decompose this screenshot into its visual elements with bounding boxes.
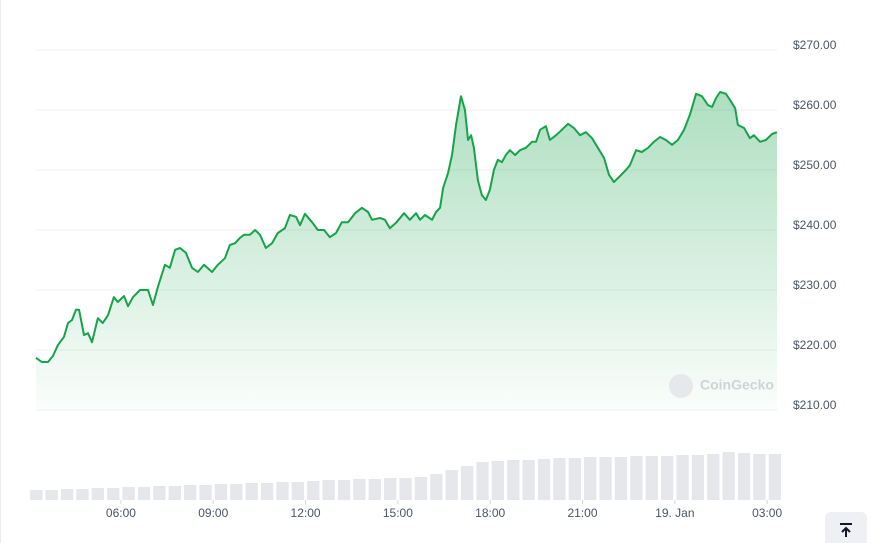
volume-bar	[184, 485, 197, 500]
volume-bar	[476, 462, 489, 500]
volume-bar	[30, 490, 43, 500]
volume-bar	[214, 484, 228, 500]
volume-bar	[107, 488, 120, 500]
volume-bar	[630, 456, 643, 500]
volume-bar	[599, 457, 612, 500]
volume-bar	[768, 454, 782, 500]
volume-bar	[399, 478, 412, 500]
volume-bar	[91, 488, 105, 500]
volume-bar	[460, 466, 474, 500]
volume-bar	[430, 474, 443, 500]
volume-bar	[553, 458, 566, 500]
volume-bar	[384, 478, 397, 500]
area-fill	[36, 92, 777, 410]
volume-bar	[584, 457, 597, 500]
price-line	[35, 91, 778, 363]
volume-bar	[245, 483, 258, 500]
y-tick-label: $250.00	[793, 158, 837, 172]
volume-bar	[414, 477, 428, 500]
x-tick-label: 03:00	[752, 506, 782, 520]
y-tick-label: $230.00	[793, 278, 837, 292]
volume-bar	[230, 484, 243, 500]
x-tick-label: 18:00	[475, 506, 505, 520]
x-tick-label: 21:00	[568, 506, 598, 520]
y-tick-label: $220.00	[793, 338, 837, 352]
volume-bar	[368, 479, 381, 500]
x-tick-label: 15:00	[383, 506, 413, 520]
volume-bar	[291, 482, 305, 500]
volume-bar	[76, 489, 89, 500]
volume-bar	[137, 487, 151, 500]
volume-bar	[60, 489, 74, 500]
volume-bar	[491, 461, 505, 500]
x-tick-label: 09:00	[198, 506, 228, 520]
x-tick-label: 19. Jan	[655, 506, 694, 520]
volume-bar	[276, 482, 289, 500]
volume-bar	[199, 485, 212, 500]
volume-bar	[537, 459, 551, 500]
volume-bar	[507, 460, 520, 500]
volume-bar	[614, 457, 628, 500]
volume-bar	[353, 479, 366, 500]
x-tick-label: 12:00	[291, 506, 321, 520]
y-tick-label: $210.00	[793, 398, 837, 412]
volume-bar	[260, 483, 274, 500]
volume-bar	[337, 480, 351, 500]
volume-bar	[153, 486, 166, 500]
scroll-top-icon[interactable]	[840, 523, 852, 537]
watermark: CoinGecko	[669, 374, 774, 398]
x-tick-label: 06:00	[106, 506, 136, 520]
watermark-logo	[669, 374, 693, 398]
scroll-top-button[interactable]	[825, 512, 867, 543]
volume-bar	[737, 453, 751, 500]
volume-bar	[691, 455, 705, 500]
y-tick-label: $270.00	[793, 38, 837, 52]
volume-bar	[322, 480, 335, 500]
volume-bar	[722, 452, 735, 500]
volume-bar	[522, 460, 535, 500]
volume-bar	[660, 456, 674, 500]
volume-bar	[45, 490, 58, 500]
volume-bar	[445, 470, 458, 500]
watermark-text: CoinGecko	[700, 377, 774, 393]
volume-bar	[168, 486, 181, 500]
y-tick-label: $260.00	[793, 98, 837, 112]
volume-bar	[707, 454, 720, 500]
volume-bar	[753, 454, 766, 500]
volume-bar	[307, 481, 320, 500]
volume-bar	[122, 487, 135, 500]
y-tick-label: $240.00	[793, 218, 837, 232]
volume-bar	[645, 456, 658, 500]
volume-bar	[676, 455, 689, 500]
volume-bar	[568, 458, 581, 500]
